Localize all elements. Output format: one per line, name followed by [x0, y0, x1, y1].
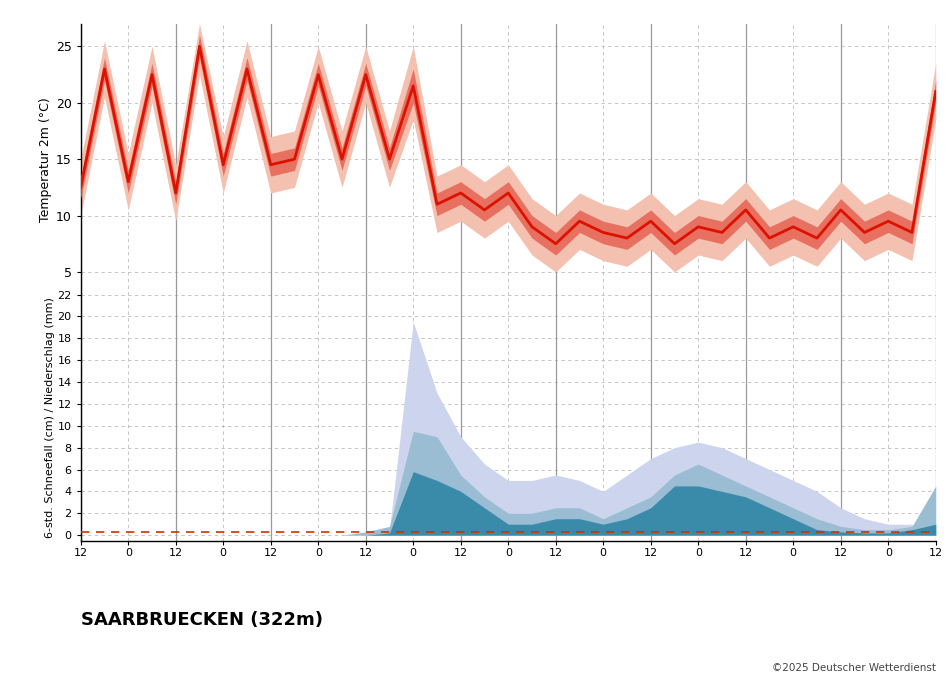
Text: SAARBRUECKEN (322m): SAARBRUECKEN (322m) — [81, 611, 323, 629]
Y-axis label: 6-std. Schneefall (cm) / Niederschlag (mm): 6-std. Schneefall (cm) / Niederschlag (m… — [45, 297, 55, 538]
Y-axis label: Temperatur 2m (°C): Temperatur 2m (°C) — [39, 97, 51, 222]
Text: ©2025 Deutscher Wetterdienst: ©2025 Deutscher Wetterdienst — [771, 663, 936, 673]
